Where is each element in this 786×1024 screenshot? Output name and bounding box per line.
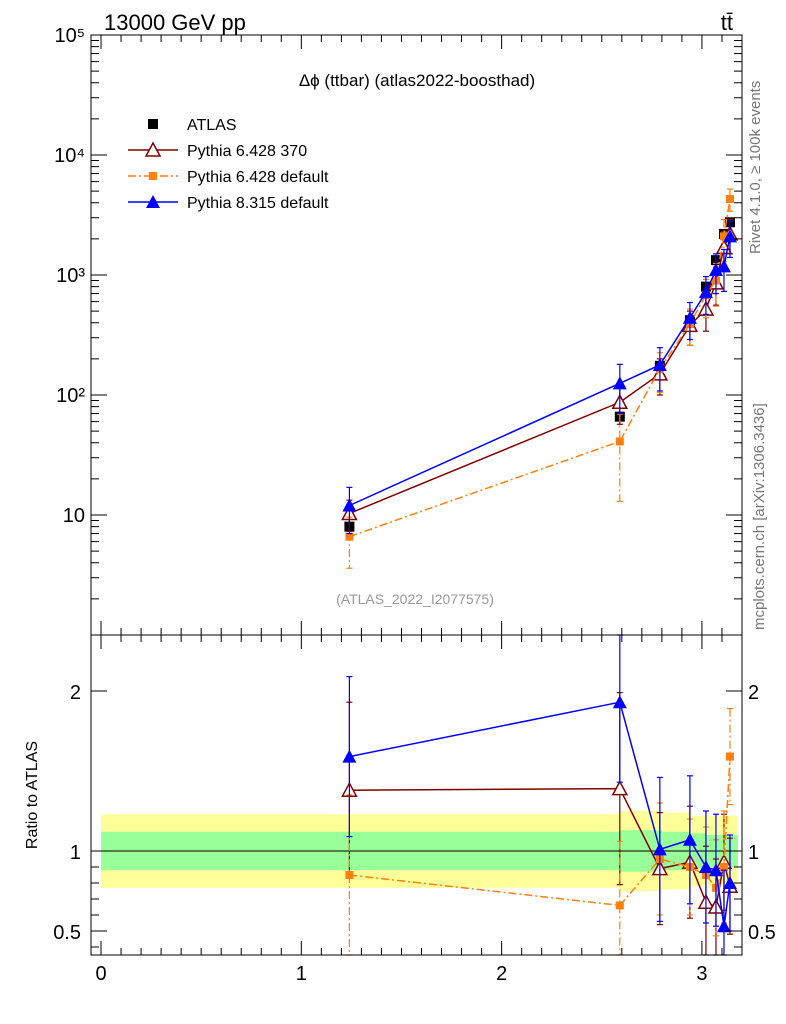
ratio-data-point [652, 842, 667, 856]
legend-marker [146, 195, 160, 208]
mcplots-label: mcplots.cern.ch [arXiv:1306.3436] [751, 403, 768, 630]
ratio-x-tick-label: 3 [696, 963, 707, 985]
main-data-point [342, 498, 357, 512]
legend-label: Pythia 8.315 default [187, 195, 329, 212]
main-y-tick-label: 10⁵ [54, 25, 85, 47]
ratio-data-point [612, 695, 627, 709]
ratio-ylabel: Ratio to ATLAS [24, 741, 41, 849]
main-series-3 [342, 220, 737, 535]
main-series-1 [341, 218, 739, 533]
ratio-data-point [345, 871, 354, 879]
ratio-data-point [682, 832, 697, 846]
main-y-tick-label: 10⁴ [54, 145, 85, 167]
main-data-point [652, 357, 667, 371]
reference-label: (ATLAS_2022_I2077575) [336, 591, 494, 607]
ratio-data-point [719, 863, 728, 871]
ratio-data-point [716, 919, 731, 933]
main-series-line [349, 198, 731, 538]
main-data-point [345, 532, 354, 541]
main-data-point [698, 285, 713, 299]
main-data-point [722, 229, 737, 243]
rivet-version-label: Rivet 4.1.0, ≥ 100k events [747, 81, 764, 254]
ratio-y-tick-label-left: 2 [70, 682, 81, 704]
main-data-point [725, 194, 734, 203]
main-data-point [682, 310, 697, 324]
header-left-label: 13000 GeV pp [104, 10, 246, 35]
ratio-data-point [722, 876, 737, 889]
legend-label: Pythia 6.428 370 [187, 143, 307, 160]
legend-label: ATLAS [187, 117, 237, 134]
header-right-label: tt̄ [721, 10, 733, 35]
main-series-2 [345, 188, 734, 569]
legend-marker [149, 172, 157, 180]
legend-marker [148, 119, 158, 129]
legend-item: Pythia 6.428 default [128, 169, 329, 186]
ratio-y-tick-label-left: 1 [70, 842, 81, 864]
ratio-series-line [349, 701, 731, 927]
ratio-y-tick-label-right: 2 [748, 682, 759, 704]
ratio-data-point [342, 749, 357, 763]
main-data-point [708, 263, 723, 277]
main-data-point [719, 232, 728, 241]
main-data-point [615, 437, 624, 446]
ratio-plot-panel: 0.5 0.5 1 1 2 2 0 1 2 3 Ratio to ATLAS [24, 634, 776, 985]
ratio-data-point [708, 863, 723, 877]
ratio-plot-frame [90, 634, 743, 956]
ratio-y-tick-label-right: 0.5 [748, 922, 776, 944]
ratio-data-point [611, 780, 629, 796]
main-series-line [349, 236, 731, 507]
ratio-x-tick-label: 0 [95, 963, 106, 985]
legend: ATLAS Pythia 6.428 370 Pythia 6.428 defaul… [128, 117, 329, 212]
legend-item: ATLAS [148, 117, 237, 134]
legend-label: Pythia 6.428 default [187, 169, 329, 186]
legend-marker [144, 141, 162, 157]
ratio-y-tick-label-left: 0.5 [53, 922, 81, 944]
ratio-data-point [725, 752, 734, 761]
ratio-series-2 [342, 634, 737, 956]
ratio-data-point [698, 860, 713, 873]
main-y-tick-label: 10 [63, 505, 85, 527]
main-series-line [349, 233, 731, 515]
legend-item: Pythia 8.315 default [128, 195, 329, 212]
ratio-data-point [615, 901, 624, 910]
main-data-point [716, 259, 731, 273]
main-data-point [612, 376, 627, 390]
plot-title: Δϕ (ttbar) (atlas2022-boosthad) [299, 71, 535, 90]
ratio-x-tick-label: 1 [296, 963, 307, 985]
legend-item: Pythia 6.428 370 [128, 141, 307, 160]
main-y-tick-label: 10² [56, 385, 85, 407]
ratio-y-tick-label-right: 1 [748, 842, 759, 864]
main-plot-panel: 10 10² 10³ 10⁴ 10⁵ Δϕ (ttbar) (atlas2022-boo… [54, 25, 743, 636]
main-y-tick-label: 10³ [56, 265, 85, 287]
ratio-x-tick-label: 2 [496, 963, 507, 985]
main-series-0 [344, 217, 735, 536]
